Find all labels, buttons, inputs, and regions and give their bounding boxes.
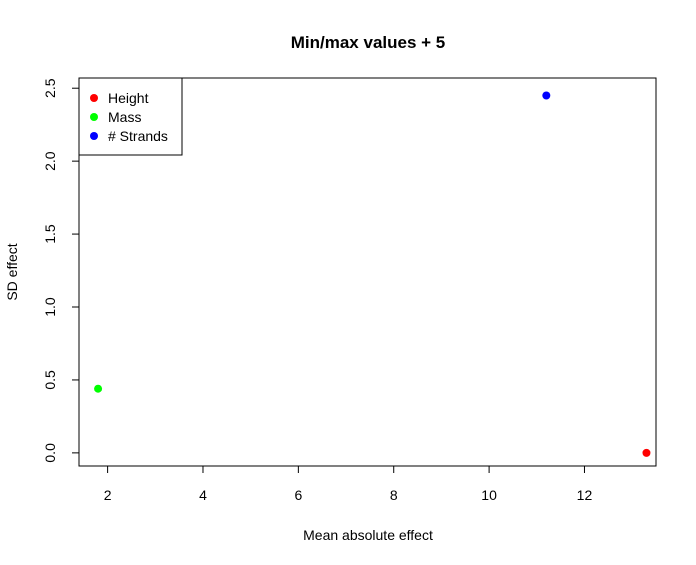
y-tick-label: 2.5 <box>42 78 58 98</box>
x-tick-label: 12 <box>577 487 593 503</box>
y-tick-label: 0.0 <box>42 443 58 463</box>
data-points <box>94 91 651 457</box>
y-tick-label: 1.5 <box>42 224 58 244</box>
data-point-mass <box>94 384 103 393</box>
data-point-strands <box>542 91 551 100</box>
y-tick-label: 2.0 <box>42 151 58 171</box>
legend: Height Mass # Strands <box>78 77 183 156</box>
x-tick-label: 6 <box>294 487 302 503</box>
legend-marker-height <box>90 94 98 102</box>
legend-label-strands: # Strands <box>108 128 168 144</box>
legend-marker-mass <box>90 113 98 121</box>
x-axis: 2 4 6 8 10 12 <box>104 465 593 503</box>
y-axis: 0.0 0.5 1.0 1.5 2.0 2.5 <box>42 78 80 463</box>
x-tick-label: 10 <box>481 487 497 503</box>
y-tick-label: 1.0 <box>42 297 58 317</box>
y-axis-label: SD effect <box>4 243 20 300</box>
x-tick-label: 4 <box>199 487 207 503</box>
x-tick-label: 8 <box>390 487 398 503</box>
legend-marker-strands <box>90 132 98 140</box>
legend-label-height: Height <box>108 90 149 106</box>
x-tick-label: 2 <box>104 487 112 503</box>
chart-title: Min/max values + 5 <box>291 33 446 52</box>
x-axis-label: Mean absolute effect <box>303 527 433 543</box>
data-point-height <box>642 448 651 457</box>
legend-label-mass: Mass <box>108 109 141 125</box>
y-tick-label: 0.5 <box>42 370 58 390</box>
